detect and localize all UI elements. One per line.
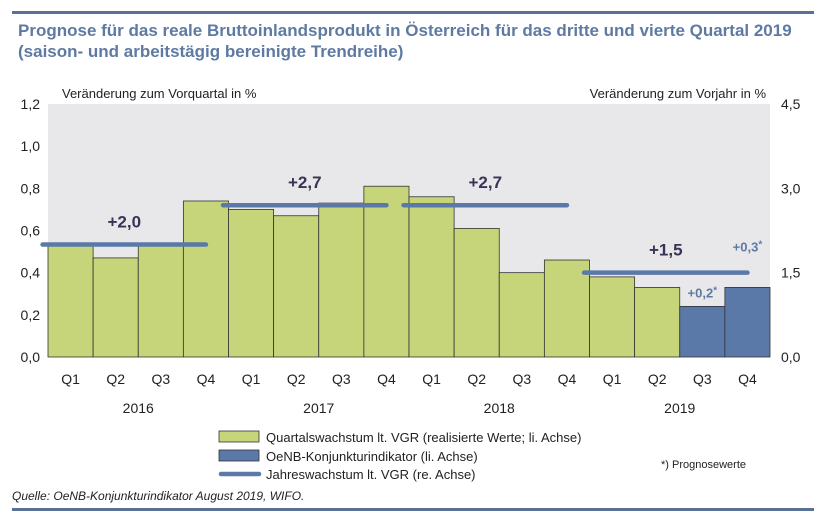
category-label: Q4	[558, 371, 577, 387]
legend-item-realized: Quartalswachstum lt. VGR (realisierte We…	[266, 430, 581, 445]
bar-forecast	[724, 287, 771, 358]
left-tick-label: 0,4	[21, 265, 41, 281]
bar-realized	[634, 287, 681, 358]
right-axis-label: Veränderung zum Vorjahr in %	[590, 86, 767, 101]
category-label: Q2	[287, 371, 306, 387]
footnote: *) Prognosewerte	[661, 459, 746, 471]
bar-realized	[137, 244, 184, 358]
forecast-value-label: +0,3*	[733, 239, 763, 254]
right-tick-label: 3,0	[781, 180, 801, 196]
bar-realized	[453, 227, 500, 358]
legend-item-annual: Jahreswachstum lt. VGR (re. Achse)	[266, 467, 476, 482]
annual-growth-label: +1,5	[649, 241, 683, 260]
forecast-value-label: +0,2*	[688, 285, 718, 300]
category-label: Q2	[106, 371, 125, 387]
left-tick-label: 1,2	[21, 96, 41, 112]
left-tick-label: 0,0	[21, 349, 41, 365]
left-tick-label: 0,8	[21, 180, 41, 196]
top-rule	[12, 11, 814, 14]
bar-realized	[47, 244, 94, 358]
category-label: Q1	[242, 371, 261, 387]
category-label: Q3	[332, 371, 351, 387]
year-label: 2017	[303, 400, 334, 416]
bar-realized	[363, 185, 410, 358]
legend-swatch-forecast	[218, 449, 260, 462]
bar-forecast	[679, 305, 726, 358]
bar-realized	[92, 257, 139, 358]
bottom-rule	[12, 508, 814, 511]
bar-realized	[228, 209, 275, 358]
bar-realized	[182, 200, 229, 358]
annual-growth-label: +2,0	[107, 213, 141, 232]
category-label: Q4	[377, 371, 396, 387]
category-label: Q3	[151, 371, 170, 387]
category-label: Q3	[693, 371, 712, 387]
category-label: Q3	[512, 371, 531, 387]
source-note: Quelle: OeNB-Konjunkturindikator August …	[12, 489, 304, 503]
right-tick-label: 0,0	[781, 349, 801, 365]
bar-realized	[318, 202, 365, 358]
right-tick-label: 1,5	[781, 265, 801, 281]
bar-realized	[589, 276, 636, 358]
annual-growth-label: +2,7	[468, 173, 502, 192]
year-label: 2018	[484, 400, 515, 416]
bar-realized	[543, 259, 590, 358]
category-label: Q2	[467, 371, 486, 387]
category-label: Q1	[422, 371, 441, 387]
chart-title: Prognose für das reale Bruttoinlandsprod…	[18, 21, 792, 61]
bar-realized	[498, 272, 545, 358]
year-label: 2019	[664, 400, 695, 416]
legend-swatch-realized	[218, 430, 260, 443]
category-label: Q1	[61, 371, 80, 387]
year-label: 2016	[123, 400, 154, 416]
annual-growth-label: +2,7	[288, 173, 322, 192]
category-label: Q4	[197, 371, 216, 387]
bar-realized	[273, 215, 320, 358]
left-tick-label: 0,6	[21, 223, 41, 239]
left-tick-label: 0,2	[21, 307, 41, 323]
bar-realized	[408, 196, 455, 358]
category-label: Q2	[648, 371, 667, 387]
category-label: Q1	[603, 371, 622, 387]
left-tick-label: 1,0	[21, 138, 41, 154]
right-tick-label: 4,5	[781, 96, 801, 112]
left-axis-label: Veränderung zum Vorquartal in %	[62, 86, 257, 101]
category-label: Q4	[738, 371, 757, 387]
legend-item-forecast: OeNB-Konjunkturindikator (li. Achse)	[266, 449, 478, 464]
